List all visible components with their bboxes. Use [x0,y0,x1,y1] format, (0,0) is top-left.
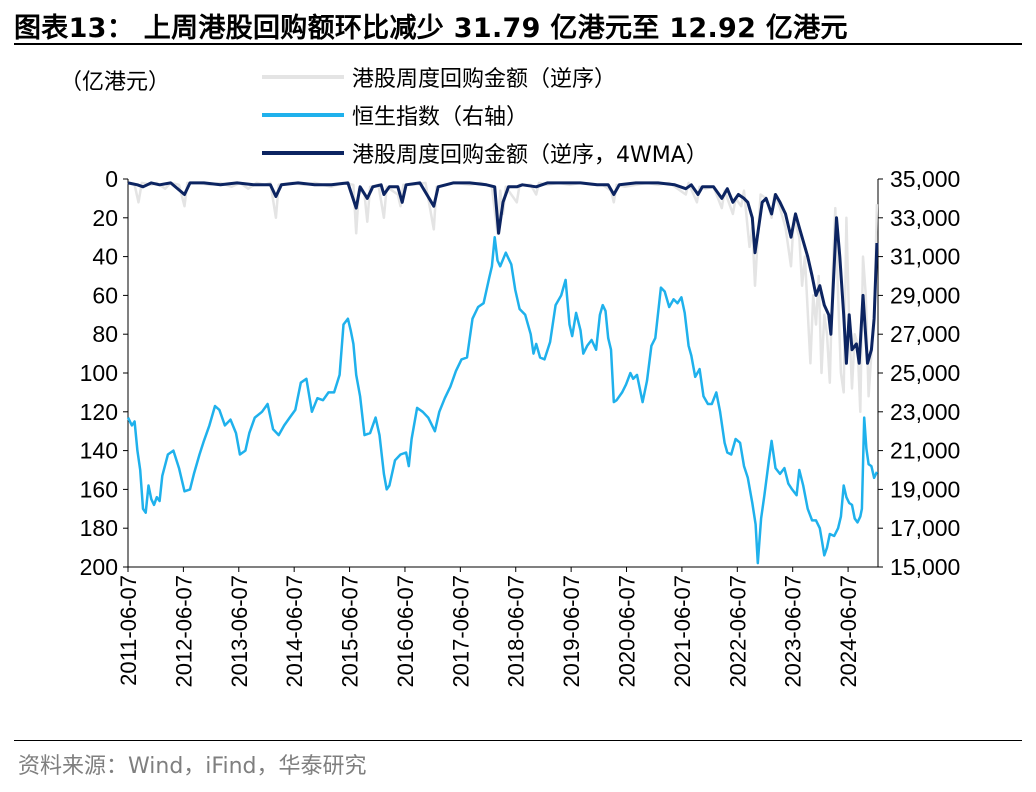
series-wma-line [127,181,879,365]
left-tick-label: 100 [80,360,118,386]
chart-title: 图表13： 上周港股回购额环比减少 31.79 亿港元至 12.92 亿港元 [14,13,848,44]
legend-item-wma: 港股周度回购金额（逆序，4WMA） [262,134,708,172]
legend-swatch-hsi [262,113,344,117]
x-tick-label: 2021-06-07 [670,575,695,688]
legend-swatch-gross [262,75,344,79]
left-tick-label: 60 [92,282,118,308]
left-tick-label: 0 [105,166,118,192]
x-tick-label: 2011-06-07 [116,575,141,686]
legend-label-gross: 港股周度回购金额（逆序） [352,67,617,92]
left-tick-label: 20 [92,205,118,231]
x-tick-label: 2020-06-07 [615,575,640,688]
legend-item-gross: 港股周度回购金额（逆序） [262,58,708,96]
left-tick-label: 180 [80,515,118,541]
left-axis-unit: （亿港元） [60,70,171,95]
right-tick-label: 29,000 [890,282,960,308]
left-tick-label: 140 [80,438,118,464]
title-divider [14,43,1022,45]
left-tick-label: 120 [80,399,118,425]
x-tick-label: 2014-06-07 [282,575,307,688]
source-note: 资料来源：Wind，iFind，华泰研究 [18,754,367,779]
legend-label-hsi: 恒生指数（右轴） [352,105,529,130]
legend-item-hsi: 恒生指数（右轴） [262,96,708,134]
series-gross-line [127,181,879,414]
x-tick-label: 2016-06-07 [393,575,418,688]
right-tick-label: 23,000 [890,399,960,425]
series-hsi-line [126,235,879,565]
legend-swatch-wma [262,151,344,155]
right-tick-label: 33,000 [890,205,960,231]
x-tick-label: 2023-06-07 [781,575,806,688]
legend-label-wma: 港股周度回购金额（逆序，4WMA） [352,143,708,168]
x-tick-label: 2019-06-07 [559,575,584,688]
left-tick-label: 40 [92,244,118,270]
x-tick-label: 2018-06-07 [504,575,529,688]
right-tick-label: 31,000 [890,244,960,270]
footer-divider [14,740,1022,741]
x-tick-label: 2017-06-07 [448,575,473,688]
left-tick-label: 200 [80,554,118,580]
left-tick-label: 80 [92,321,118,347]
left-tick-label: 160 [80,476,118,502]
chart-canvas: 0 20 40 60 80 100 120 140 160 180 200 35,000 33,000 3… [80,166,961,688]
right-tick-label: 21,000 [890,438,960,464]
right-tick-label: 35,000 [890,166,960,192]
right-tick-label: 27,000 [890,321,960,347]
right-tick-label: 19,000 [890,476,960,502]
right-tick-label: 17,000 [890,515,960,541]
x-tick-label: 2013-06-07 [227,575,252,688]
x-tick-label: 2012-06-07 [171,575,196,688]
x-tick-label: 2024-06-07 [836,575,861,688]
right-tick-label: 25,000 [890,360,960,386]
right-tick-label: 15,000 [890,554,960,580]
x-tick-label: 2015-06-07 [338,575,363,688]
x-tick-label: 2022-06-07 [725,575,750,688]
legend: 港股周度回购金额（逆序） 恒生指数（右轴） 港股周度回购金额（逆序，4WMA） [262,58,708,172]
